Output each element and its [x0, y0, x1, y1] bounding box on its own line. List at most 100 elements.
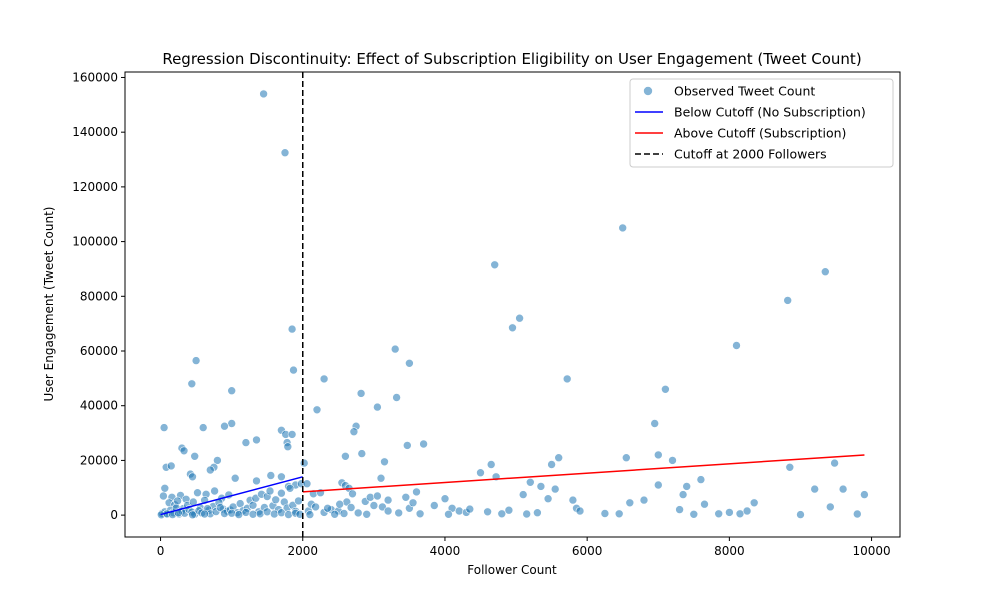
- y-tick-label: 60000: [80, 344, 118, 358]
- scatter-point: [562, 374, 572, 384]
- scatter-point: [362, 509, 372, 519]
- scatter-point: [259, 89, 268, 99]
- points-layer: [157, 89, 869, 520]
- scatter-point: [621, 453, 631, 463]
- scatter-point: [277, 488, 286, 498]
- x-tick-label: 6000: [572, 544, 603, 558]
- scatter-point: [401, 492, 411, 502]
- scatter-point: [380, 457, 389, 467]
- chart-title: Regression Discontinuity: Effect of Subs…: [162, 50, 861, 68]
- scatter-point: [675, 505, 684, 514]
- scatter-point: [369, 501, 379, 510]
- scatter-point: [825, 502, 835, 512]
- scatter-point: [373, 491, 382, 501]
- scatter-point: [490, 260, 500, 270]
- scatter-point: [476, 468, 485, 478]
- scatter-point: [860, 490, 869, 499]
- scatter-point: [179, 446, 189, 456]
- y-tick-label: 160000: [72, 70, 118, 84]
- scatter-point: [191, 356, 201, 365]
- y-tick-label: 100000: [72, 235, 118, 249]
- y-tick-label: 80000: [80, 289, 118, 303]
- scatter-point: [412, 487, 421, 497]
- scatter-point: [749, 498, 759, 508]
- legend-box: [629, 78, 894, 168]
- scatter-point: [227, 419, 236, 428]
- scatter-point: [419, 439, 428, 449]
- scatter-point: [650, 419, 660, 428]
- scatter-point: [682, 482, 692, 491]
- scatter-point: [810, 484, 820, 494]
- x-tick-label: 10000: [852, 544, 890, 558]
- scatter-point: [365, 492, 375, 502]
- scatter-point: [339, 509, 349, 518]
- scatter-point: [357, 449, 367, 458]
- scatter-point: [661, 384, 670, 394]
- scatter-point: [376, 473, 386, 483]
- scatter-point: [252, 476, 261, 486]
- scatter-point: [440, 494, 450, 504]
- y-tick-label: 40000: [80, 399, 118, 413]
- scatter-point: [227, 386, 236, 396]
- scatter-point: [305, 510, 315, 519]
- y-tick-label: 140000: [72, 125, 118, 139]
- scatter-point: [852, 509, 862, 519]
- scatter-point: [504, 505, 514, 515]
- scatter-point: [319, 374, 329, 384]
- lines-layer: [160, 72, 865, 537]
- scatter-point: [311, 502, 320, 512]
- scatter-point: [465, 504, 475, 514]
- scatter-point: [392, 393, 401, 402]
- scatter-point: [188, 510, 197, 520]
- legend-label: Above Cutoff (Subscription): [674, 126, 846, 141]
- scatter-point: [383, 495, 393, 505]
- scatter-point: [394, 508, 404, 518]
- scatter-point: [518, 490, 528, 499]
- scatter-point: [356, 389, 366, 398]
- scatter-point: [402, 441, 412, 450]
- scatter-point: [522, 509, 532, 519]
- scatter-point: [533, 508, 542, 518]
- scatter-point: [241, 508, 251, 517]
- scatter-point: [283, 442, 293, 452]
- scatter-point: [159, 423, 169, 432]
- scatter-point: [783, 296, 793, 305]
- scatter-point: [269, 509, 279, 519]
- scatter-point: [550, 484, 560, 494]
- scatter-point: [299, 458, 309, 468]
- scatter-point: [554, 453, 564, 463]
- scatter-point: [349, 427, 359, 437]
- scatter-point: [234, 510, 244, 519]
- scatter-point: [271, 495, 281, 505]
- scatter-point: [483, 507, 492, 517]
- scatter-point: [486, 460, 496, 469]
- scatter-point: [213, 456, 222, 465]
- y-axis-label: User Engagement (Tweet Count): [42, 207, 56, 402]
- scatter-point: [220, 421, 229, 431]
- legend-label: Cutoff at 2000 Followers: [674, 147, 827, 162]
- scatter-point: [302, 479, 312, 489]
- scatter-point: [568, 495, 578, 505]
- below-cutoff-line: [160, 476, 303, 516]
- above-cutoff-line: [302, 454, 865, 493]
- scatter-point: [742, 506, 752, 516]
- scatter-point: [820, 267, 830, 277]
- scatter-point: [353, 508, 363, 518]
- scatter-point: [668, 456, 677, 465]
- scatter-point: [287, 324, 297, 334]
- scatter-point: [241, 438, 251, 447]
- scatter-point: [405, 358, 414, 368]
- scatter-point: [284, 510, 293, 519]
- scatter-point: [159, 491, 168, 501]
- scatter-point: [206, 465, 215, 475]
- scatter-point: [689, 509, 699, 519]
- scatter-point: [390, 344, 400, 354]
- scatter-point: [346, 503, 356, 512]
- scatter-point: [625, 498, 635, 508]
- scatter-point: [830, 458, 839, 468]
- x-axis-ticks: 0 2000 4000 6000 8000 10000: [157, 537, 891, 558]
- scatter-point: [796, 510, 805, 519]
- scatter-point: [700, 499, 709, 509]
- scatter-point: [277, 508, 286, 518]
